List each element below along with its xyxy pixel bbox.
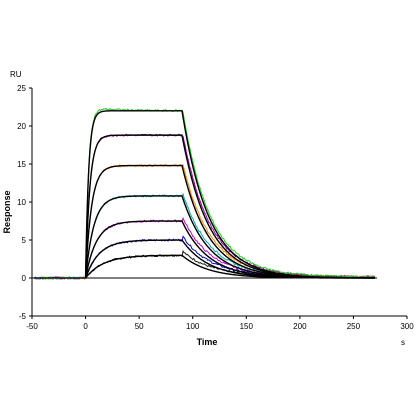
y-tick-label: 25 bbox=[17, 84, 26, 93]
x-tick-label: 300 bbox=[400, 322, 414, 331]
y-unit-label: RU bbox=[10, 70, 22, 79]
y-tick-label: 20 bbox=[17, 122, 26, 131]
y-tick-label: 15 bbox=[17, 160, 26, 169]
x-tick-label: 100 bbox=[186, 322, 200, 331]
x-tick-label: 250 bbox=[347, 322, 361, 331]
x-unit-label: s bbox=[401, 338, 405, 347]
x-tick-label: 150 bbox=[240, 322, 254, 331]
x-tick-label: 200 bbox=[293, 322, 307, 331]
x-tick-label: -50 bbox=[26, 322, 38, 331]
fit-curve-4 bbox=[84, 195, 375, 279]
x-tick-label: 0 bbox=[83, 322, 88, 331]
y-tick-label: -5 bbox=[19, 312, 27, 321]
y-tick-label: 10 bbox=[17, 198, 26, 207]
fit-curve-7 bbox=[84, 110, 375, 279]
curves-layer bbox=[33, 107, 376, 280]
x-axis-title: Time bbox=[197, 337, 218, 347]
x-tick-label: 50 bbox=[135, 322, 144, 331]
y-axis-title: Response bbox=[2, 190, 12, 233]
y-tick-label: 0 bbox=[22, 274, 27, 283]
y-tick-label: 5 bbox=[22, 236, 27, 245]
